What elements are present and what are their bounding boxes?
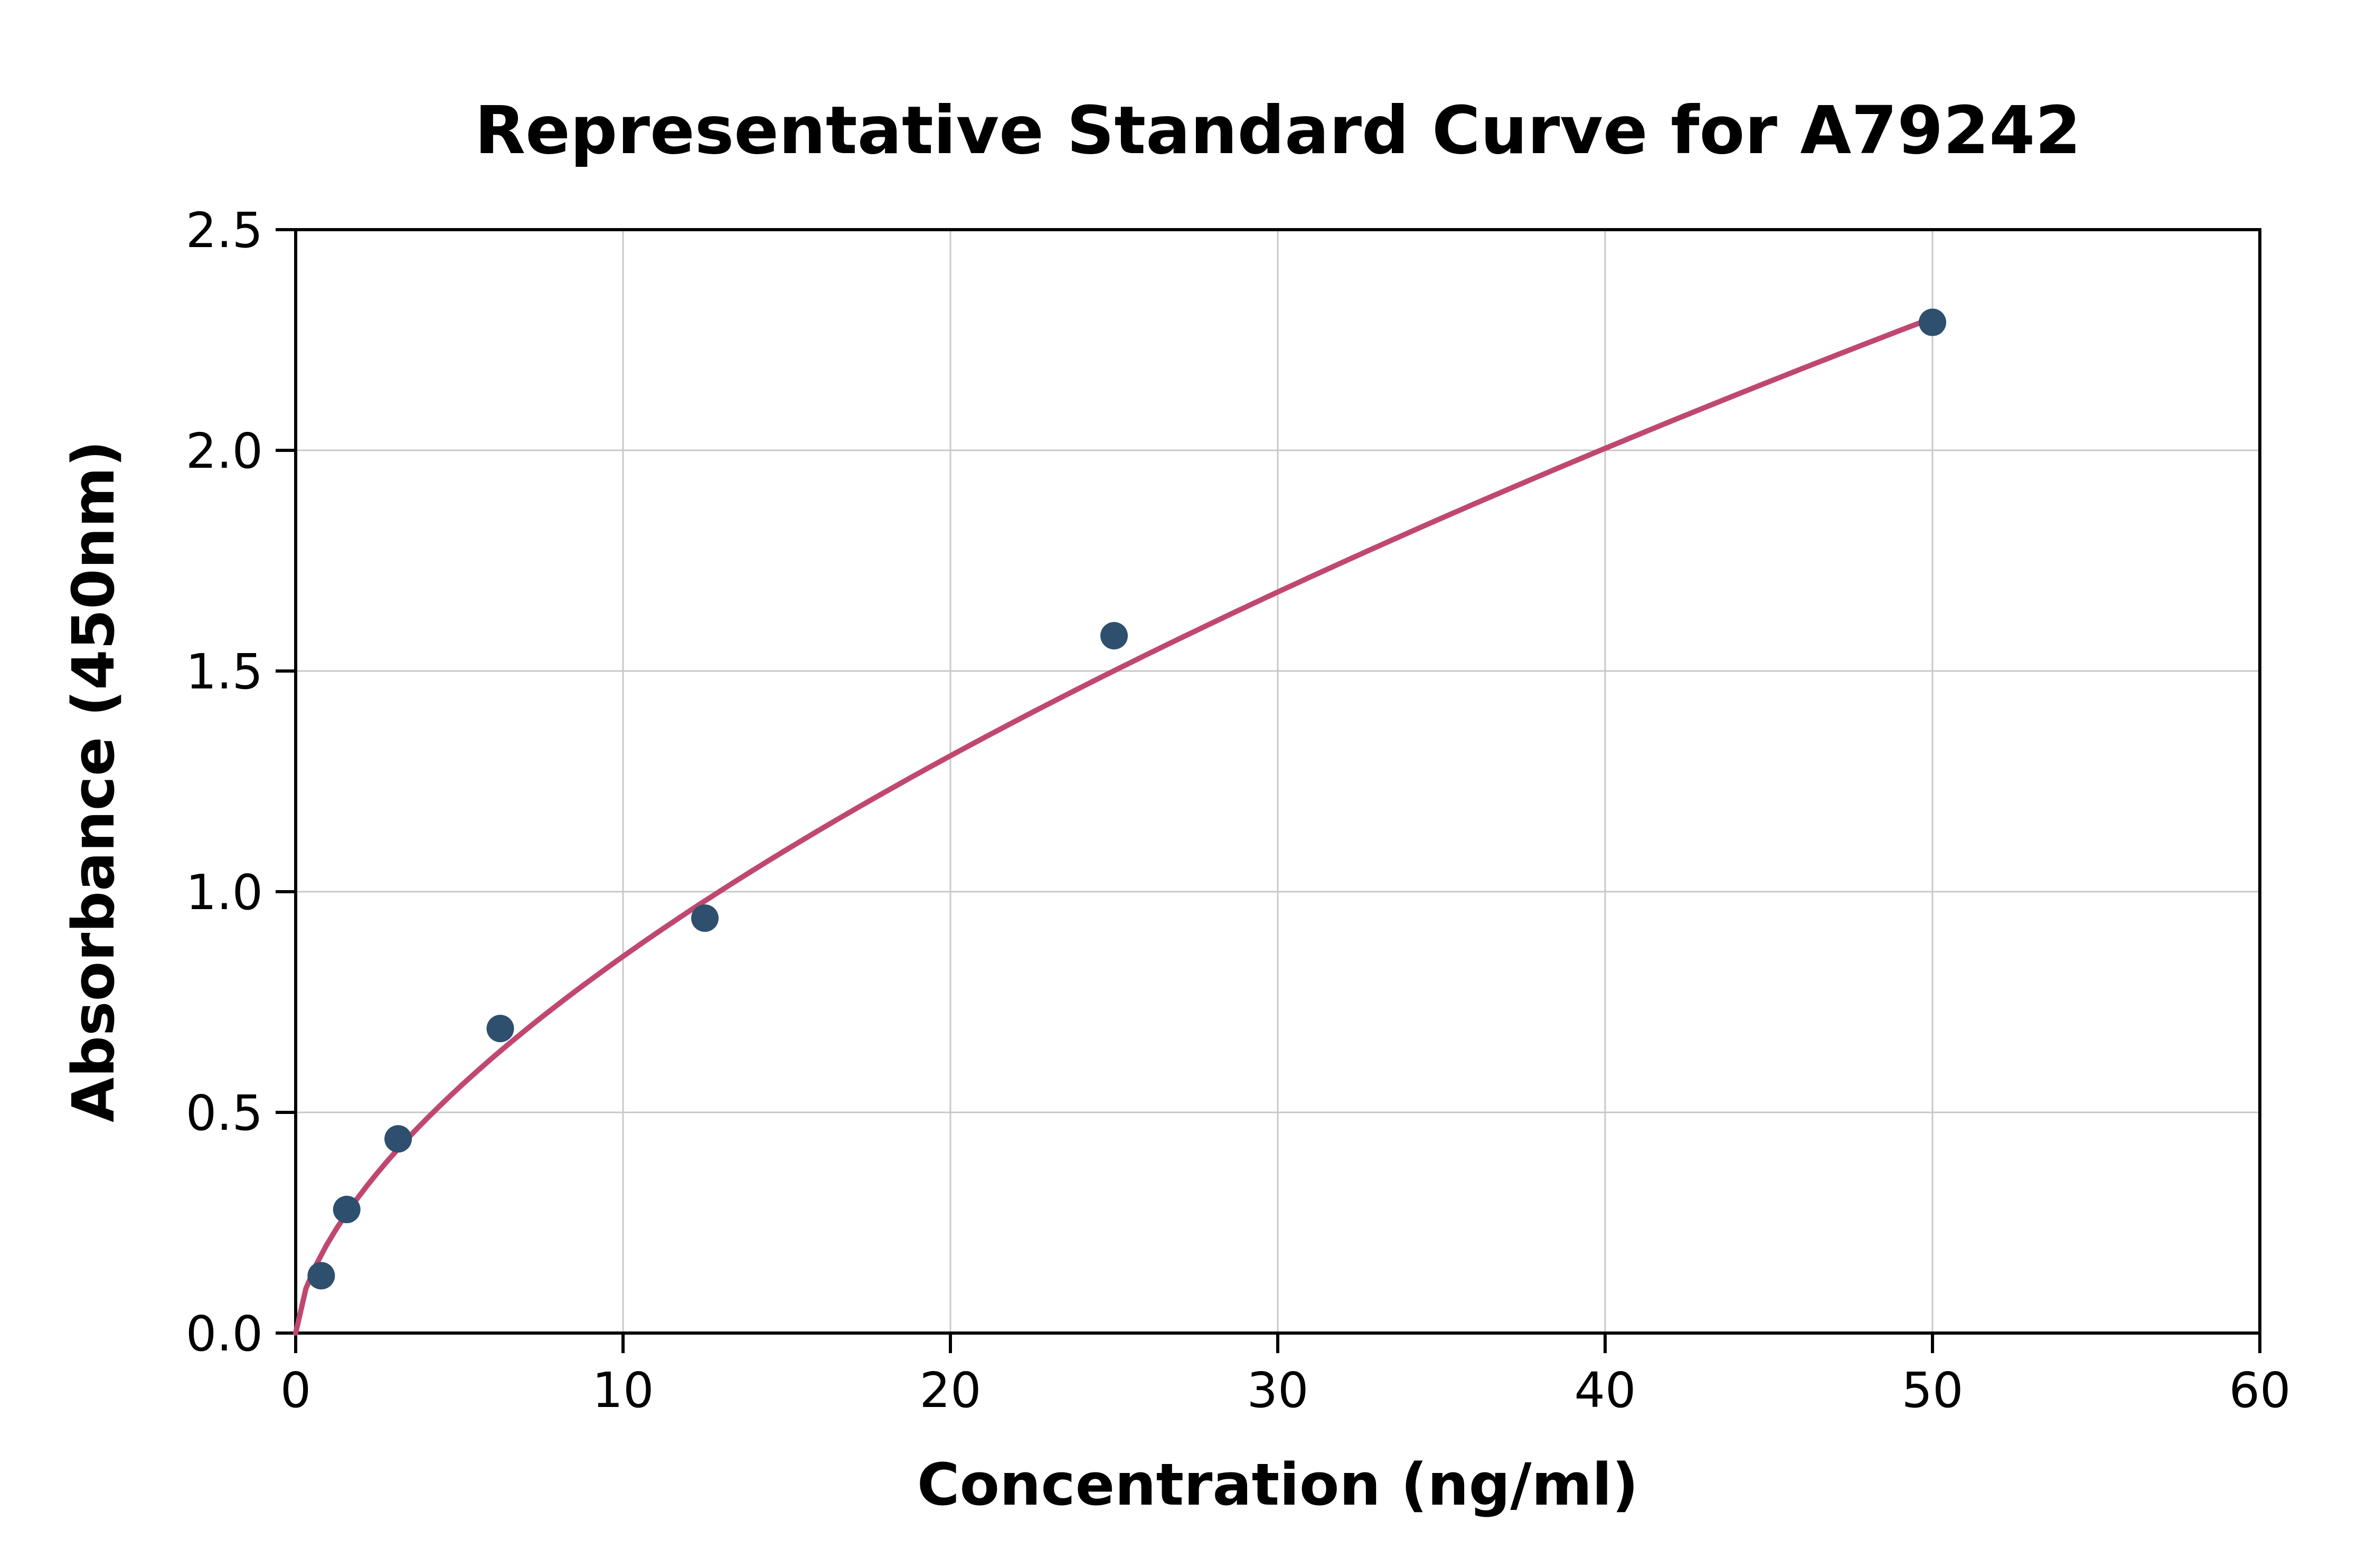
- x-tick-label: 0: [280, 1362, 312, 1419]
- x-axis-label: Concentration (ng/ml): [917, 1451, 1638, 1518]
- x-tick-label: 40: [1574, 1362, 1636, 1419]
- y-tick-label: 0.5: [186, 1085, 263, 1141]
- data-point: [384, 1125, 412, 1153]
- y-axis-label: Absorbance (450nm): [60, 440, 127, 1122]
- chart-title: Representative Standard Curve for A79242: [475, 92, 2081, 169]
- y-tick-label: 1.5: [186, 644, 263, 700]
- fit-line: [293, 315, 1935, 1336]
- y-tick-label: 2.0: [186, 423, 263, 479]
- y-tick-label: 1.0: [186, 864, 263, 921]
- data-point: [691, 904, 719, 932]
- plot-area: 0 10 20 30 40 50 60 0.0 0.5 1.0 1.5 2.0 2.5: [186, 202, 2291, 1419]
- data-point: [1919, 308, 1946, 336]
- x-tick-label: 30: [1247, 1362, 1308, 1419]
- x-tick-label: 10: [592, 1362, 654, 1419]
- data-point: [307, 1262, 335, 1290]
- data-point: [1100, 622, 1128, 650]
- x-tick-label: 50: [1901, 1362, 1963, 1419]
- data-point: [486, 1015, 514, 1043]
- x-tick-label: 20: [919, 1362, 981, 1419]
- data-point: [333, 1195, 361, 1223]
- y-tick-label: 0.0: [186, 1306, 263, 1362]
- y-tick-label: 2.5: [186, 202, 263, 259]
- x-tick-label: 60: [2229, 1362, 2290, 1419]
